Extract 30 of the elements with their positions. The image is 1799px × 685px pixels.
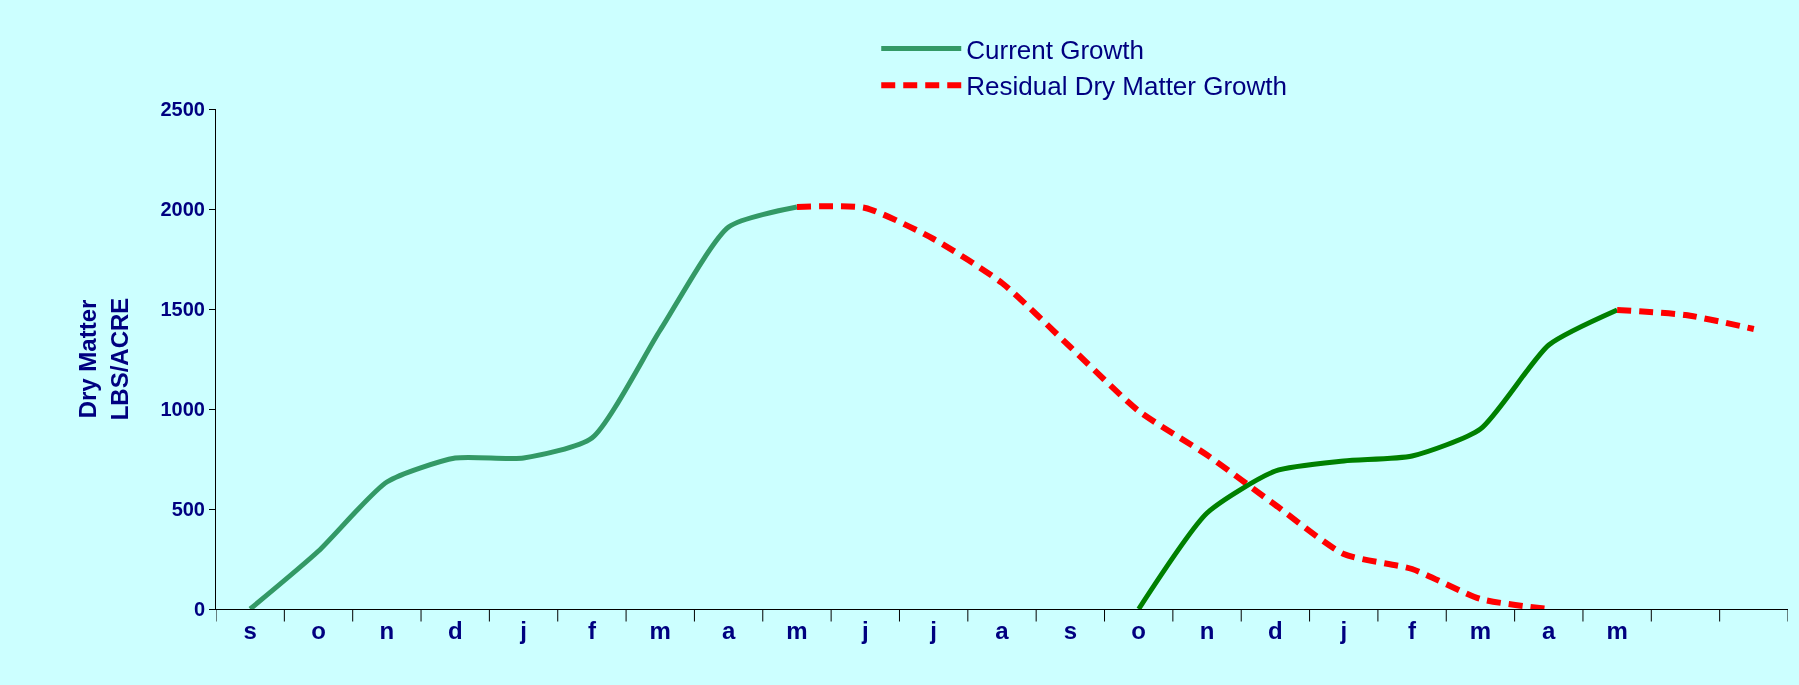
- x-tick-label: m: [649, 616, 671, 644]
- x-tick-label: m: [786, 616, 808, 644]
- y-axis-title: Dry Matter LBS/ACRE: [74, 297, 133, 421]
- y-tick-label: 0: [193, 598, 205, 620]
- x-tick-label: o: [311, 616, 326, 644]
- x-tick-label: s: [243, 616, 257, 644]
- legend-label: Residual Dry Matter Growth: [966, 71, 1288, 102]
- y-tick-label: 1000: [160, 398, 205, 420]
- x-tick-label: o: [1131, 616, 1147, 644]
- x-tick-label: s: [1063, 616, 1078, 644]
- x-tick-label: n: [379, 616, 395, 644]
- y-tick-label: 2000: [160, 198, 205, 220]
- y-tick-label: 2500: [160, 98, 205, 120]
- x-tick-label: m: [1606, 616, 1628, 644]
- x-tick-label: d: [447, 616, 463, 644]
- y-tick-label: 500: [171, 498, 205, 520]
- x-tick-label: f: [1408, 616, 1418, 644]
- x-tick-label: j: [860, 616, 869, 644]
- x-tick-label: f: [587, 616, 597, 644]
- x-tick-label: j: [519, 616, 527, 644]
- x-tick-label: a: [721, 616, 736, 644]
- legend-label: Current Growth: [966, 34, 1144, 65]
- x-tick-label: n: [1199, 616, 1215, 644]
- x-tick-label: j: [929, 616, 937, 644]
- x-tick-label: d: [1268, 616, 1283, 644]
- x-tick-label: j: [1339, 616, 1348, 644]
- y-tick-label: 1500: [160, 298, 205, 320]
- x-tick-label: a: [995, 616, 1010, 644]
- x-tick-label: a: [1542, 616, 1557, 644]
- x-tick-label: m: [1469, 616, 1492, 644]
